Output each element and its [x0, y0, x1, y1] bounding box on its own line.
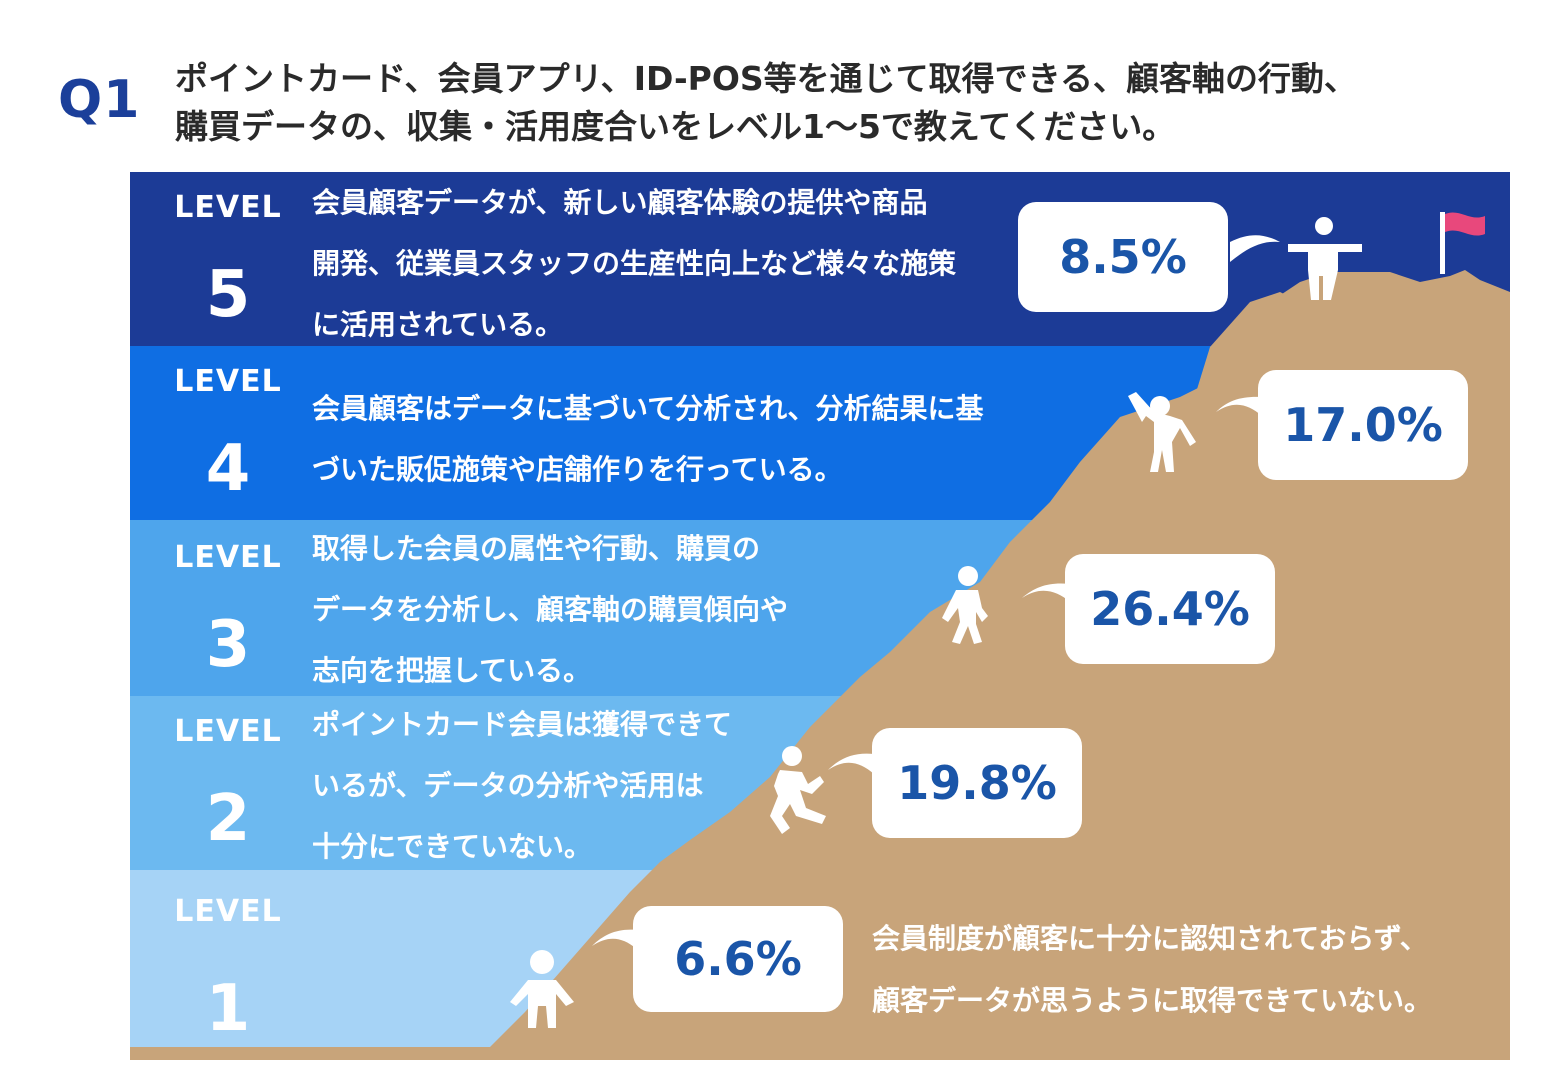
level-1-word: LEVEL — [174, 894, 282, 929]
level-3-label: LEVEL 3 — [130, 540, 326, 677]
level-2-number: 2 — [205, 782, 251, 856]
value-label-level-5: 8.5% — [1018, 202, 1228, 312]
bubble-tail-level1 — [592, 929, 638, 950]
level-3-number: 3 — [205, 608, 251, 682]
level-1-label: LEVEL 1 — [130, 894, 326, 1041]
level-3-word: LEVEL — [174, 540, 282, 575]
level-4-label: LEVEL 4 — [130, 364, 326, 501]
level-2-description: ポイントカード会員は獲得できて いるが、データの分析や活用は 十分にできていない… — [312, 708, 733, 863]
mountain-upper-slope — [1190, 292, 1290, 412]
question-line-1: ポイントカード、会員アプリ、ID-POS等を通じて取得できる、顧客軸の行動、 — [175, 59, 1358, 98]
level-5-number: 5 — [205, 258, 251, 332]
level-5-word: LEVEL — [174, 190, 282, 225]
level-4-word: LEVEL — [174, 364, 282, 399]
level-5-label: LEVEL 5 — [130, 190, 326, 327]
level-2-label: LEVEL 2 — [130, 714, 326, 851]
person-standing-arms-raised-icon — [1288, 217, 1362, 300]
value-label-level-3: 26.4% — [1065, 554, 1275, 664]
flag-icon — [1440, 212, 1485, 274]
person-climbing-icon — [770, 746, 826, 834]
bubble-tail-level2 — [828, 753, 874, 774]
question-line-2: 購買データの、収集・活用度合いをレベル1〜5で教えてください。 — [175, 107, 1176, 146]
mountain-shape — [130, 270, 1510, 1060]
level-4-number: 4 — [205, 432, 251, 506]
question-number: Q1 — [58, 70, 141, 130]
level-mountain-chart: LEVEL 5 会員顧客データが、新しい顧客体験の提供や商品 開発、従業員スタッ… — [130, 172, 1510, 1060]
question-header: Q1 ポイントカード、会員アプリ、ID-POS等を通じて取得できる、顧客軸の行動… — [0, 0, 1566, 170]
level-5-description: 会員顧客データが、新しい顧客体験の提供や商品 開発、従業員スタッフの生産性向上な… — [312, 186, 957, 341]
value-label-level-1: 6.6% — [633, 906, 843, 1012]
level-3-description: 取得した会員の属性や行動、購買の データを分析し、顧客軸の購買傾向や 志向を把握… — [312, 532, 789, 687]
bubble-tail-level5 — [1230, 235, 1280, 262]
value-label-level-4: 17.0% — [1258, 370, 1468, 480]
bubble-tail-level3 — [1022, 583, 1070, 602]
level-4-description: 会員顧客はデータに基づいて分析され、分析結果に基 づいた販促施策や店舗作りを行っ… — [312, 392, 984, 486]
level-1-number: 1 — [205, 972, 251, 1046]
bubble-tail-level4 — [1216, 396, 1262, 416]
question-text: ポイントカード、会員アプリ、ID-POS等を通じて取得できる、顧客軸の行動、 購… — [175, 55, 1505, 151]
person-waving-icon — [1128, 392, 1196, 472]
level-2-word: LEVEL — [174, 714, 282, 749]
level-1-description: 会員制度が顧客に十分に認知されておらず、 顧客データが思うように取得できていない… — [872, 922, 1433, 1017]
value-label-level-2: 19.8% — [872, 728, 1082, 838]
person-standing-icon — [510, 950, 574, 1028]
person-walking-icon — [942, 566, 988, 644]
